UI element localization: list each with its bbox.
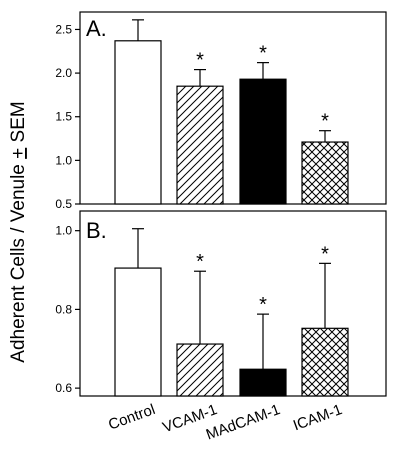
y-tick-label: 1.5 bbox=[55, 110, 72, 124]
panel-b-y-ticks: 0.6 0.8 1.0 bbox=[55, 224, 80, 395]
y-tick-label: 0.5 bbox=[55, 197, 72, 211]
x-category-label: Control bbox=[106, 401, 157, 434]
significance-star: * bbox=[321, 111, 329, 133]
y-tick-label: 1.0 bbox=[55, 224, 72, 238]
bar-control bbox=[114, 40, 162, 205]
panel-b: B. 0.6 0.8 1.0 * * * bbox=[55, 210, 387, 397]
bar-vcam-1 bbox=[176, 343, 224, 397]
significance-star: * bbox=[196, 50, 204, 72]
x-category-label: ICAM-1 bbox=[291, 401, 345, 434]
panel-a: A. 0.5 1.0 1.5 2.0 2.5 * * * bbox=[55, 11, 387, 211]
y-tick-label: 0.8 bbox=[55, 302, 72, 316]
bar-madcam-1 bbox=[239, 78, 287, 205]
panel-b-bars: * * * bbox=[114, 228, 349, 397]
bar-control bbox=[114, 267, 162, 397]
y-axis-label: Adherent Cells / Venule + SEM bbox=[8, 101, 29, 362]
y-tick-label: 1.0 bbox=[55, 153, 72, 167]
bar-vcam-1 bbox=[176, 85, 224, 205]
panel-a-frame bbox=[79, 11, 387, 205]
bar-madcam-1 bbox=[239, 368, 287, 397]
panel-b-label: B. bbox=[86, 218, 107, 243]
significance-star: * bbox=[259, 43, 267, 65]
panel-a-label: A. bbox=[86, 16, 107, 41]
bar-icam-1 bbox=[301, 141, 349, 205]
y-tick-label: 0.6 bbox=[55, 381, 72, 395]
significance-star: * bbox=[259, 294, 267, 316]
bar-icam-1 bbox=[301, 327, 349, 397]
plus-minus-symbol: + bbox=[8, 148, 29, 159]
panel-a-y-ticks: 0.5 1.0 1.5 2.0 2.5 bbox=[55, 22, 80, 211]
panel-a-bars: * * * bbox=[114, 19, 349, 205]
significance-star: * bbox=[321, 243, 329, 265]
y-tick-label: 2.5 bbox=[55, 22, 72, 36]
panel-b-frame bbox=[79, 210, 387, 397]
significance-star: * bbox=[196, 251, 204, 273]
y-tick-label: 2.0 bbox=[55, 66, 72, 80]
